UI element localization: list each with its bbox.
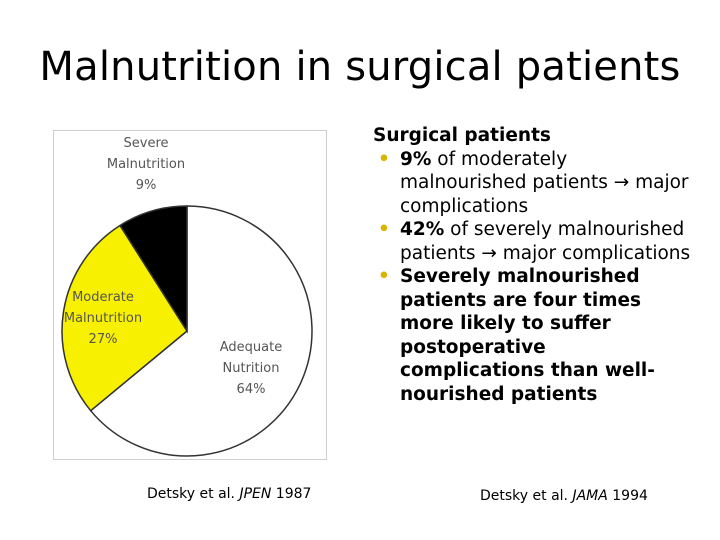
bullet-dot-icon: •	[378, 219, 390, 240]
citation-right: Detsky et al. JAMA 1994	[480, 488, 648, 504]
bullet-text: of moderately malnourished patients → ma…	[400, 148, 689, 217]
bullet-dot-icon: •	[378, 266, 390, 287]
citation-left-year: 1987	[271, 486, 312, 502]
bullet-bold: 9%	[400, 148, 432, 170]
bullet-item: • Severely malnourished patients are fou…	[373, 265, 693, 406]
bullet-list: Surgical patients • 9% of moderately mal…	[373, 124, 693, 406]
slice-adequate-nutrition	[89, 205, 313, 457]
bullet-item: • 42% of severely malnourished patients …	[373, 218, 693, 265]
bullet-bold: Severely malnourished patients are four …	[400, 266, 655, 405]
slice-moderate-malnutrition	[61, 224, 188, 412]
slice-severe-malnutrition	[118, 205, 188, 334]
slice-label-adequate-nutrition: Adequate Nutrition 64%	[220, 340, 282, 397]
citation-right-authors: Detsky et al.	[480, 488, 573, 504]
slice-label-moderate-malnutrition: Moderate Malnutrition 27%	[64, 290, 142, 347]
citation-right-journal: JAMA	[572, 488, 608, 504]
bullet-item: • 9% of moderately malnourished patients…	[373, 148, 693, 219]
pie-chart: Adequate Nutrition 64% Moderate Malnutrition…	[53, 130, 327, 460]
citation-right-year: 1994	[607, 488, 648, 504]
bullet-text: of severely malnourished patients → majo…	[400, 219, 691, 264]
citation-left: Detsky et al. JPEN 1987	[147, 486, 311, 502]
citation-left-authors: Detsky et al.	[147, 486, 240, 502]
slide-title: Malnutrition in surgical patients	[39, 44, 681, 90]
bullet-dot-icon: •	[378, 148, 390, 170]
bullet-heading: Surgical patients	[373, 125, 551, 146]
pie-chart-svg: Adequate Nutrition 64% Moderate Malnutrition…	[61, 136, 313, 457]
citation-left-journal: JPEN	[239, 486, 272, 502]
slice-label-severe-malnutrition: Severe Malnutrition 9%	[107, 136, 185, 193]
bullet-bold: 42%	[400, 219, 445, 240]
